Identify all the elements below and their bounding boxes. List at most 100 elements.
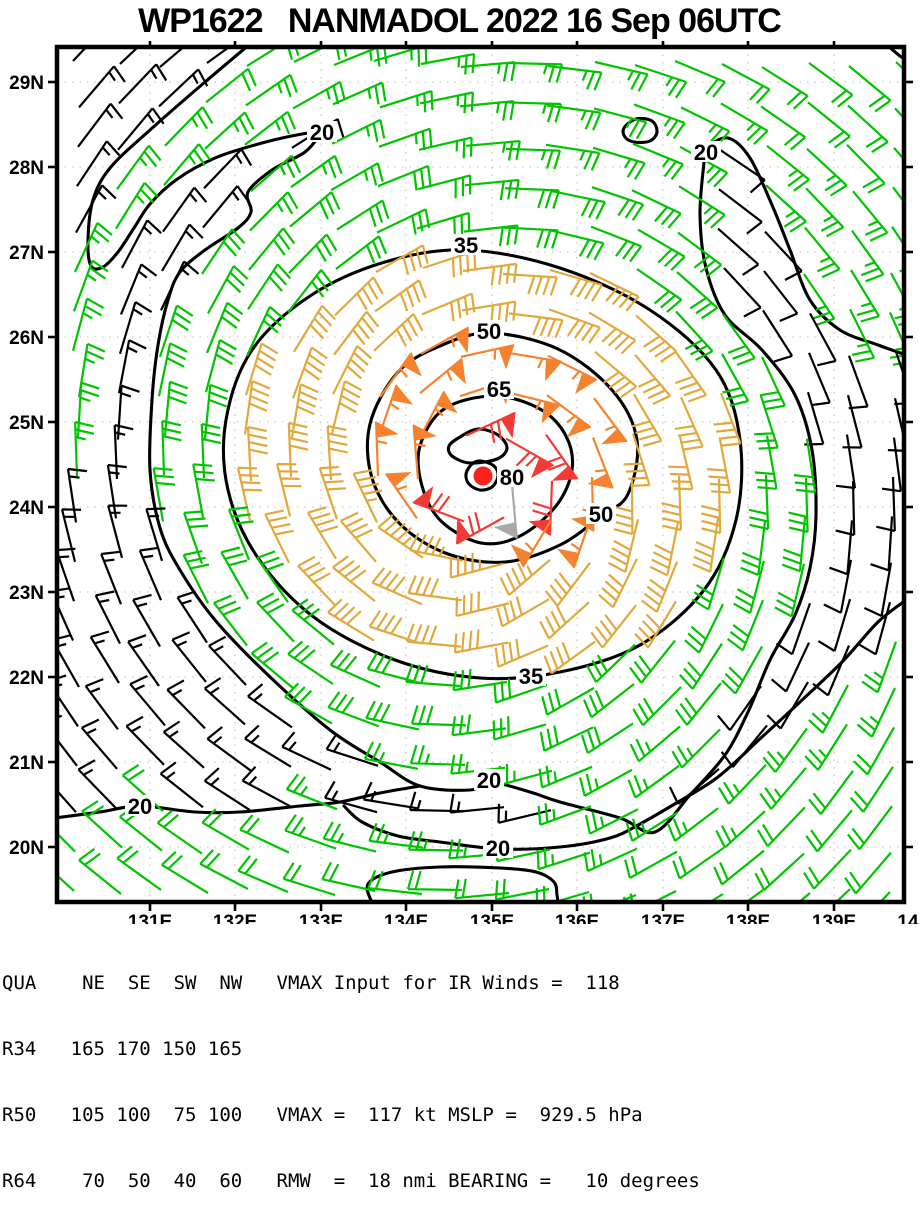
wind-barb xyxy=(677,231,722,278)
wind-barb xyxy=(362,781,418,810)
barb-staff xyxy=(288,233,338,274)
wind-barb xyxy=(373,48,428,67)
wind-barb xyxy=(641,561,679,613)
barb-staff xyxy=(812,645,851,697)
barb-staff xyxy=(668,767,720,805)
barb-staff xyxy=(451,714,507,737)
isotach-contour-20 xyxy=(58,784,422,820)
wind-barb xyxy=(73,222,113,273)
barb-staff xyxy=(549,268,603,302)
wind-barb xyxy=(717,889,764,901)
barb-staff xyxy=(548,308,601,344)
wind-barb xyxy=(551,190,606,220)
wind-barb xyxy=(851,229,885,283)
barb-staff xyxy=(121,763,164,813)
wind-barb xyxy=(76,140,121,187)
wind-barb xyxy=(292,80,346,110)
wind-barb xyxy=(503,226,559,249)
wind-barb xyxy=(161,851,209,894)
wind-barb xyxy=(634,354,671,405)
stats-line-quadrants: QUA NE SE SW NW VMAX Input for IR Winds … xyxy=(2,972,620,994)
wind-barb xyxy=(330,162,384,192)
barb-staff xyxy=(676,271,719,320)
wind-barb xyxy=(264,509,294,564)
barb-staff xyxy=(508,312,564,339)
barb-staff xyxy=(246,306,286,357)
barb-staff xyxy=(306,506,339,560)
barb-staff xyxy=(759,356,786,411)
barb-staff xyxy=(726,599,765,652)
wind-barb xyxy=(494,878,550,901)
wind-barb xyxy=(781,517,807,573)
wind-barb xyxy=(717,764,767,805)
barb-staff xyxy=(363,741,419,770)
barb-staff xyxy=(594,60,649,92)
wind-barb xyxy=(720,724,768,768)
barb-staff xyxy=(376,208,431,235)
wind-barb xyxy=(461,300,517,325)
barb-staff xyxy=(846,144,886,194)
barb-staff xyxy=(239,814,290,854)
wind-barb xyxy=(205,301,244,354)
barb-staff xyxy=(798,892,811,901)
barb-staff xyxy=(717,227,760,276)
wind-barb xyxy=(417,174,472,199)
barb-staff xyxy=(849,766,894,813)
wind-barb xyxy=(129,675,166,727)
wind-barb xyxy=(674,350,707,403)
wind-barb xyxy=(507,351,563,382)
barb-staff xyxy=(680,106,731,147)
barb-staff xyxy=(322,821,377,853)
wind-barb xyxy=(182,550,210,604)
wind-barb xyxy=(115,182,159,230)
wind-barb xyxy=(691,557,726,611)
wind-barb xyxy=(287,421,309,478)
barb-staff xyxy=(333,311,380,356)
barb-staff xyxy=(71,297,105,352)
wind-barb xyxy=(118,301,153,355)
stats-line-r64: R64 70 50 40 60 RMW = 18 nmi BEARING = 1… xyxy=(2,1170,700,1192)
barb-staff xyxy=(94,590,121,645)
wind-barb xyxy=(204,339,237,393)
wind-barb xyxy=(847,805,893,851)
barb-staff xyxy=(590,604,637,649)
wind-barb xyxy=(774,563,806,618)
wind-barb xyxy=(116,845,162,891)
wind-barb xyxy=(363,741,419,770)
wind-barb xyxy=(284,682,333,725)
wind-barb xyxy=(368,822,424,849)
wind-barb xyxy=(546,104,602,131)
wind-barb xyxy=(78,65,126,109)
barb-staff xyxy=(422,250,477,278)
wind-barb xyxy=(171,631,207,683)
wind-barb xyxy=(366,652,421,685)
barb-staff xyxy=(453,629,509,654)
barb-staff xyxy=(629,639,676,684)
wind-barb xyxy=(717,227,760,276)
wind-barb xyxy=(352,469,383,523)
wind-barb xyxy=(804,723,848,771)
wind-barb xyxy=(333,48,388,67)
barb-staff xyxy=(362,781,418,810)
wind-barb xyxy=(368,610,422,645)
barb-staff xyxy=(160,260,200,311)
wind-barb xyxy=(888,311,903,366)
barb-staff xyxy=(547,64,603,91)
contour-label-50: 50 xyxy=(589,502,613,527)
barb-staff xyxy=(321,861,376,893)
barb-staff xyxy=(227,506,254,561)
barb-staff xyxy=(292,80,346,110)
wind-barb xyxy=(850,269,880,323)
wind-barb xyxy=(848,65,892,113)
barb-staff xyxy=(756,806,806,847)
contour-label-35: 35 xyxy=(519,664,543,689)
barb-staff xyxy=(722,313,756,366)
wind-barb xyxy=(594,60,649,92)
wind-barb xyxy=(761,66,809,110)
barb-staff xyxy=(157,342,188,397)
wind-barb xyxy=(256,550,289,603)
barb-staff xyxy=(107,504,128,559)
wind-barb xyxy=(631,189,682,229)
barb-staff xyxy=(291,346,328,399)
barb-staff xyxy=(206,726,252,772)
